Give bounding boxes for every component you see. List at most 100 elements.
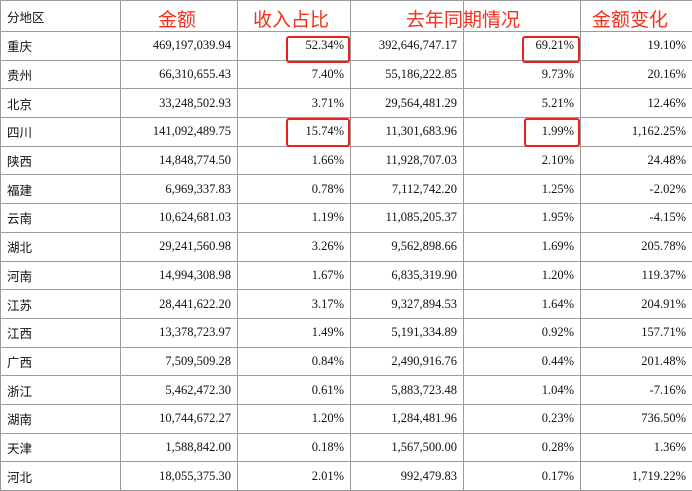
region-cell: 河北 (1, 462, 121, 491)
value-cell: 1,162.25% (581, 118, 692, 147)
value-cell: 1,567,500.00 (351, 433, 464, 462)
value-cell: 1.64% (464, 290, 581, 319)
value-cell: 19.10% (581, 32, 692, 61)
region-cell: 四川 (1, 118, 121, 147)
value-cell: 204.91% (581, 290, 692, 319)
value-cell: 9.73% (464, 60, 581, 89)
value-cell: 18,055,375.30 (121, 462, 238, 491)
value-cell: 29,241,560.98 (121, 232, 238, 261)
value-cell: 1.49% (238, 318, 351, 347)
value-cell: -4.15% (581, 204, 692, 233)
value-cell: 2.10% (464, 146, 581, 175)
value-cell: 1.36% (581, 433, 692, 462)
value-cell: 13,378,723.97 (121, 318, 238, 347)
value-cell: 1.20% (238, 404, 351, 433)
value-cell: 141,092,489.75 (121, 118, 238, 147)
value-cell: 11,085,205.37 (351, 204, 464, 233)
value-cell: 5,883,723.48 (351, 376, 464, 405)
highlight-box (524, 118, 580, 147)
value-cell: 0.78% (238, 175, 351, 204)
region-cell: 湖南 (1, 404, 121, 433)
value-cell: 1.19% (238, 204, 351, 233)
value-cell: 7.40% (238, 60, 351, 89)
value-cell: 0.18% (238, 433, 351, 462)
value-cell: -7.16% (581, 376, 692, 405)
value-cell: 11,928,707.03 (351, 146, 464, 175)
value-cell: 29,564,481.29 (351, 89, 464, 118)
value-cell: 469,197,039.94 (121, 32, 238, 61)
region-cell: 江西 (1, 318, 121, 347)
value-cell: 1.67% (238, 261, 351, 290)
value-cell: 3.26% (238, 232, 351, 261)
value-cell: 5,191,334.89 (351, 318, 464, 347)
value-cell: 14,848,774.50 (121, 146, 238, 175)
value-cell: 10,624,681.03 (121, 204, 238, 233)
value-cell: 0.23% (464, 404, 581, 433)
value-cell: 1,588,842.00 (121, 433, 238, 462)
annotation: 去年同期情况 (406, 5, 520, 32)
value-cell: 5,462,472.30 (121, 376, 238, 405)
value-cell: 1.04% (464, 376, 581, 405)
highlight-box (522, 36, 580, 63)
value-cell: 1.69% (464, 232, 581, 261)
region-cell: 重庆 (1, 32, 121, 61)
value-cell: 20.16% (581, 60, 692, 89)
value-cell: 0.92% (464, 318, 581, 347)
value-cell: 12.46% (581, 89, 692, 118)
value-cell: 66,310,655.43 (121, 60, 238, 89)
value-cell: 992,479.83 (351, 462, 464, 491)
value-cell: 0.44% (464, 347, 581, 376)
value-cell: 736.50% (581, 404, 692, 433)
region-cell: 北京 (1, 89, 121, 118)
header-cell: 分地区 (1, 1, 121, 32)
value-cell: 1,719.22% (581, 462, 692, 491)
value-cell: 205.78% (581, 232, 692, 261)
value-cell: 11,301,683.96 (351, 118, 464, 147)
region-cell: 江苏 (1, 290, 121, 319)
value-cell: 1.66% (238, 146, 351, 175)
value-cell: 28,441,622.20 (121, 290, 238, 319)
region-cell: 贵州 (1, 60, 121, 89)
region-cell: 云南 (1, 204, 121, 233)
value-cell: 0.17% (464, 462, 581, 491)
value-cell: 5.21% (464, 89, 581, 118)
value-cell: 157.71% (581, 318, 692, 347)
region-cell: 福建 (1, 175, 121, 204)
value-cell: 3.17% (238, 290, 351, 319)
value-cell: 0.28% (464, 433, 581, 462)
value-cell: 1.20% (464, 261, 581, 290)
region-cell: 河南 (1, 261, 121, 290)
value-cell: 6,835,319.90 (351, 261, 464, 290)
region-cell: 广西 (1, 347, 121, 376)
annotation: 金额变化 (592, 5, 668, 32)
value-cell: 1.95% (464, 204, 581, 233)
value-cell: 9,327,894.53 (351, 290, 464, 319)
highlight-box (286, 36, 350, 63)
value-cell: 2.01% (238, 462, 351, 491)
highlight-box (286, 118, 350, 147)
value-cell: 3.71% (238, 89, 351, 118)
value-cell: 2,490,916.76 (351, 347, 464, 376)
value-cell: 7,112,742.20 (351, 175, 464, 204)
region-cell: 浙江 (1, 376, 121, 405)
value-cell: 9,562,898.66 (351, 232, 464, 261)
value-cell: 55,186,222.85 (351, 60, 464, 89)
header-row: 分地区 (1, 1, 692, 32)
value-cell: 1.25% (464, 175, 581, 204)
value-cell: 1,284,481.96 (351, 404, 464, 433)
annotation: 金额 (158, 5, 196, 32)
